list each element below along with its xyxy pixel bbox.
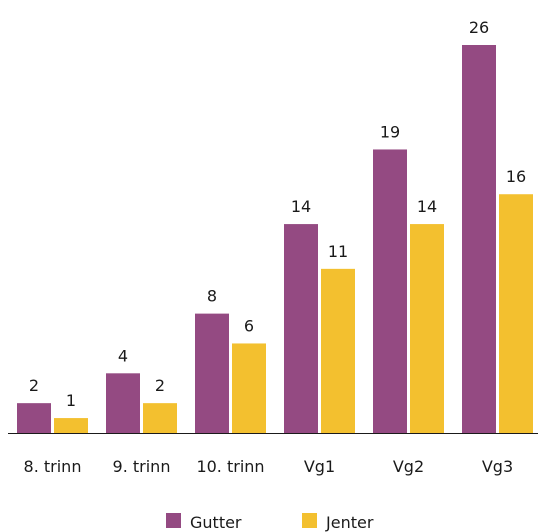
- x-tick-labels-group: 8. trinn 9. trinn 10. trinn Vg1 Vg2 Vg3: [24, 457, 514, 476]
- bar-gutter-5: [462, 45, 496, 433]
- value-label-jenter-0: 1: [66, 391, 76, 410]
- bar-gutter-4: [373, 149, 407, 433]
- x-tick-label-5: Vg3: [482, 457, 513, 476]
- value-label-gutter-0: 2: [29, 376, 39, 395]
- bars-group: [17, 45, 533, 433]
- value-label-jenter-2: 6: [244, 316, 254, 335]
- x-tick-label-2: 10. trinn: [196, 457, 264, 476]
- value-label-gutter-5: 26: [469, 18, 489, 37]
- bar-gutter-3: [284, 224, 318, 433]
- bar-gutter-2: [195, 313, 229, 433]
- legend-swatch-gutter: [166, 513, 181, 528]
- legend-swatch-jenter: [302, 513, 317, 528]
- x-tick-label-0: 8. trinn: [24, 457, 82, 476]
- value-label-jenter-1: 2: [155, 376, 165, 395]
- value-label-jenter-5: 16: [506, 167, 526, 186]
- value-label-gutter-1: 4: [118, 346, 128, 365]
- value-label-gutter-3: 14: [291, 197, 311, 216]
- x-tick-label-3: Vg1: [304, 457, 335, 476]
- bar-jenter-2: [232, 343, 266, 433]
- legend-label-jenter: Jenter: [325, 513, 374, 532]
- value-label-jenter-3: 11: [328, 242, 348, 261]
- x-tick-label-1: 9. trinn: [113, 457, 171, 476]
- bar-gutter-1: [106, 373, 140, 433]
- bar-gutter-0: [17, 403, 51, 433]
- legend: Gutter Jenter: [166, 513, 374, 532]
- bar-jenter-0: [54, 418, 88, 433]
- bar-jenter-5: [499, 194, 533, 433]
- legend-label-gutter: Gutter: [190, 513, 242, 532]
- bar-jenter-1: [143, 403, 177, 433]
- value-label-gutter-2: 8: [207, 287, 217, 306]
- value-label-jenter-4: 14: [417, 197, 437, 216]
- bar-jenter-4: [410, 224, 444, 433]
- bar-jenter-3: [321, 268, 355, 433]
- x-tick-label-4: Vg2: [393, 457, 424, 476]
- value-label-gutter-4: 19: [380, 122, 400, 141]
